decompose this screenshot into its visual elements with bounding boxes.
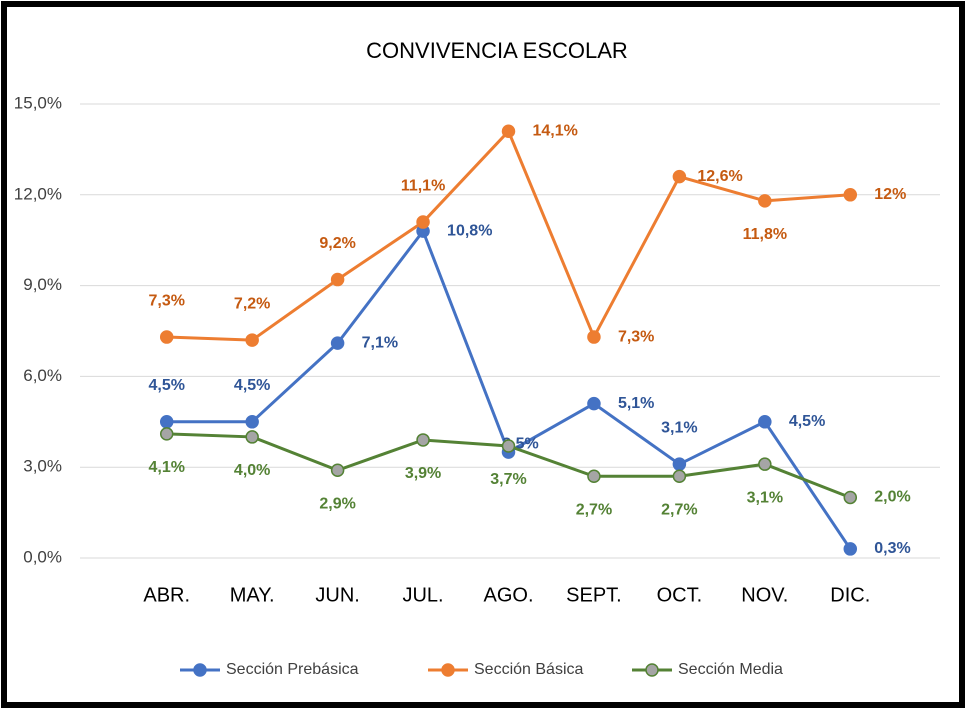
point-marker: [843, 490, 858, 505]
x-tick-label: AGO.: [483, 584, 533, 606]
data-label: 3,7%: [490, 471, 526, 488]
point-marker: [501, 124, 516, 138]
point-marker: [672, 169, 687, 184]
data-label: 4,0%: [234, 462, 270, 479]
data-label: 9,2%: [319, 235, 355, 252]
y-tick-label: 0,0%: [23, 547, 62, 566]
point-marker: [330, 463, 345, 477]
point-marker: [416, 215, 430, 229]
point-marker: [245, 430, 259, 444]
data-label: 7,3%: [148, 292, 184, 309]
point-marker: [587, 469, 601, 484]
data-label: 5,1%: [618, 395, 654, 412]
legend-label: Sección Prebásica: [226, 661, 359, 678]
data-label: 12%: [874, 186, 906, 203]
legend-marker: [645, 663, 659, 677]
point-marker: [245, 415, 259, 429]
point-marker: [416, 433, 430, 447]
data-label: 4,1%: [148, 459, 184, 476]
point-marker: [501, 439, 516, 453]
data-label: 2,0%: [874, 489, 910, 506]
legend-label: Sección Media: [678, 661, 783, 678]
x-tick-label: JUN.: [315, 584, 359, 606]
point-marker: [758, 194, 772, 208]
data-label: 7,1%: [362, 334, 398, 351]
data-label: 12,6%: [697, 168, 742, 185]
x-tick-label: MAY.: [230, 584, 275, 606]
x-tick-label: DIC.: [830, 584, 870, 606]
point-marker: [587, 396, 601, 411]
data-label: 3,1%: [747, 489, 783, 506]
point-marker: [245, 333, 259, 347]
x-tick-label: SEPT.: [566, 584, 622, 606]
point-marker: [159, 330, 174, 344]
point-marker: [159, 415, 174, 429]
point-marker: [672, 469, 687, 484]
point-marker: [330, 272, 345, 287]
point-marker: [758, 415, 772, 429]
data-label: 2,7%: [576, 501, 612, 518]
point-marker: [758, 457, 772, 471]
data-label: 2,9%: [319, 495, 355, 512]
data-label: 4,5%: [148, 377, 184, 394]
data-label: 11,8%: [743, 226, 787, 243]
data-label: 2,7%: [661, 501, 697, 518]
point-marker: [672, 457, 687, 471]
point-marker: [843, 188, 858, 202]
x-tick-label: OCT.: [657, 584, 703, 606]
data-label: 0,3%: [874, 540, 910, 557]
data-label: 7,3%: [618, 328, 654, 345]
y-tick-label: 3,0%: [23, 457, 62, 476]
legend-marker: [441, 663, 455, 677]
y-tick-label: 15,0%: [14, 93, 62, 112]
point-marker: [587, 330, 601, 344]
chart-title: CONVIVENCIA ESCOLAR: [366, 38, 628, 63]
data-label: 3,9%: [405, 465, 441, 482]
data-label: 3,1%: [661, 419, 697, 436]
y-tick-label: 9,0%: [23, 275, 62, 294]
data-label: 7,2%: [234, 295, 270, 312]
x-tick-label: JUL.: [402, 584, 443, 606]
x-tick-label: NOV.: [741, 584, 788, 606]
legend-marker: [193, 663, 207, 677]
point-marker: [159, 427, 174, 441]
point-marker: [843, 542, 858, 556]
data-label: 10,8%: [447, 222, 492, 239]
y-tick-label: 6,0%: [23, 366, 62, 385]
data-label: 11,1%: [401, 177, 445, 194]
legend-label: Sección Básica: [474, 661, 583, 678]
point-marker: [330, 336, 345, 350]
data-label: 4,5%: [234, 377, 270, 394]
data-label: 4,5%: [789, 413, 825, 430]
y-tick-label: 12,0%: [14, 184, 62, 203]
data-label: 14,1%: [533, 122, 578, 139]
x-tick-label: ABR.: [143, 584, 190, 606]
